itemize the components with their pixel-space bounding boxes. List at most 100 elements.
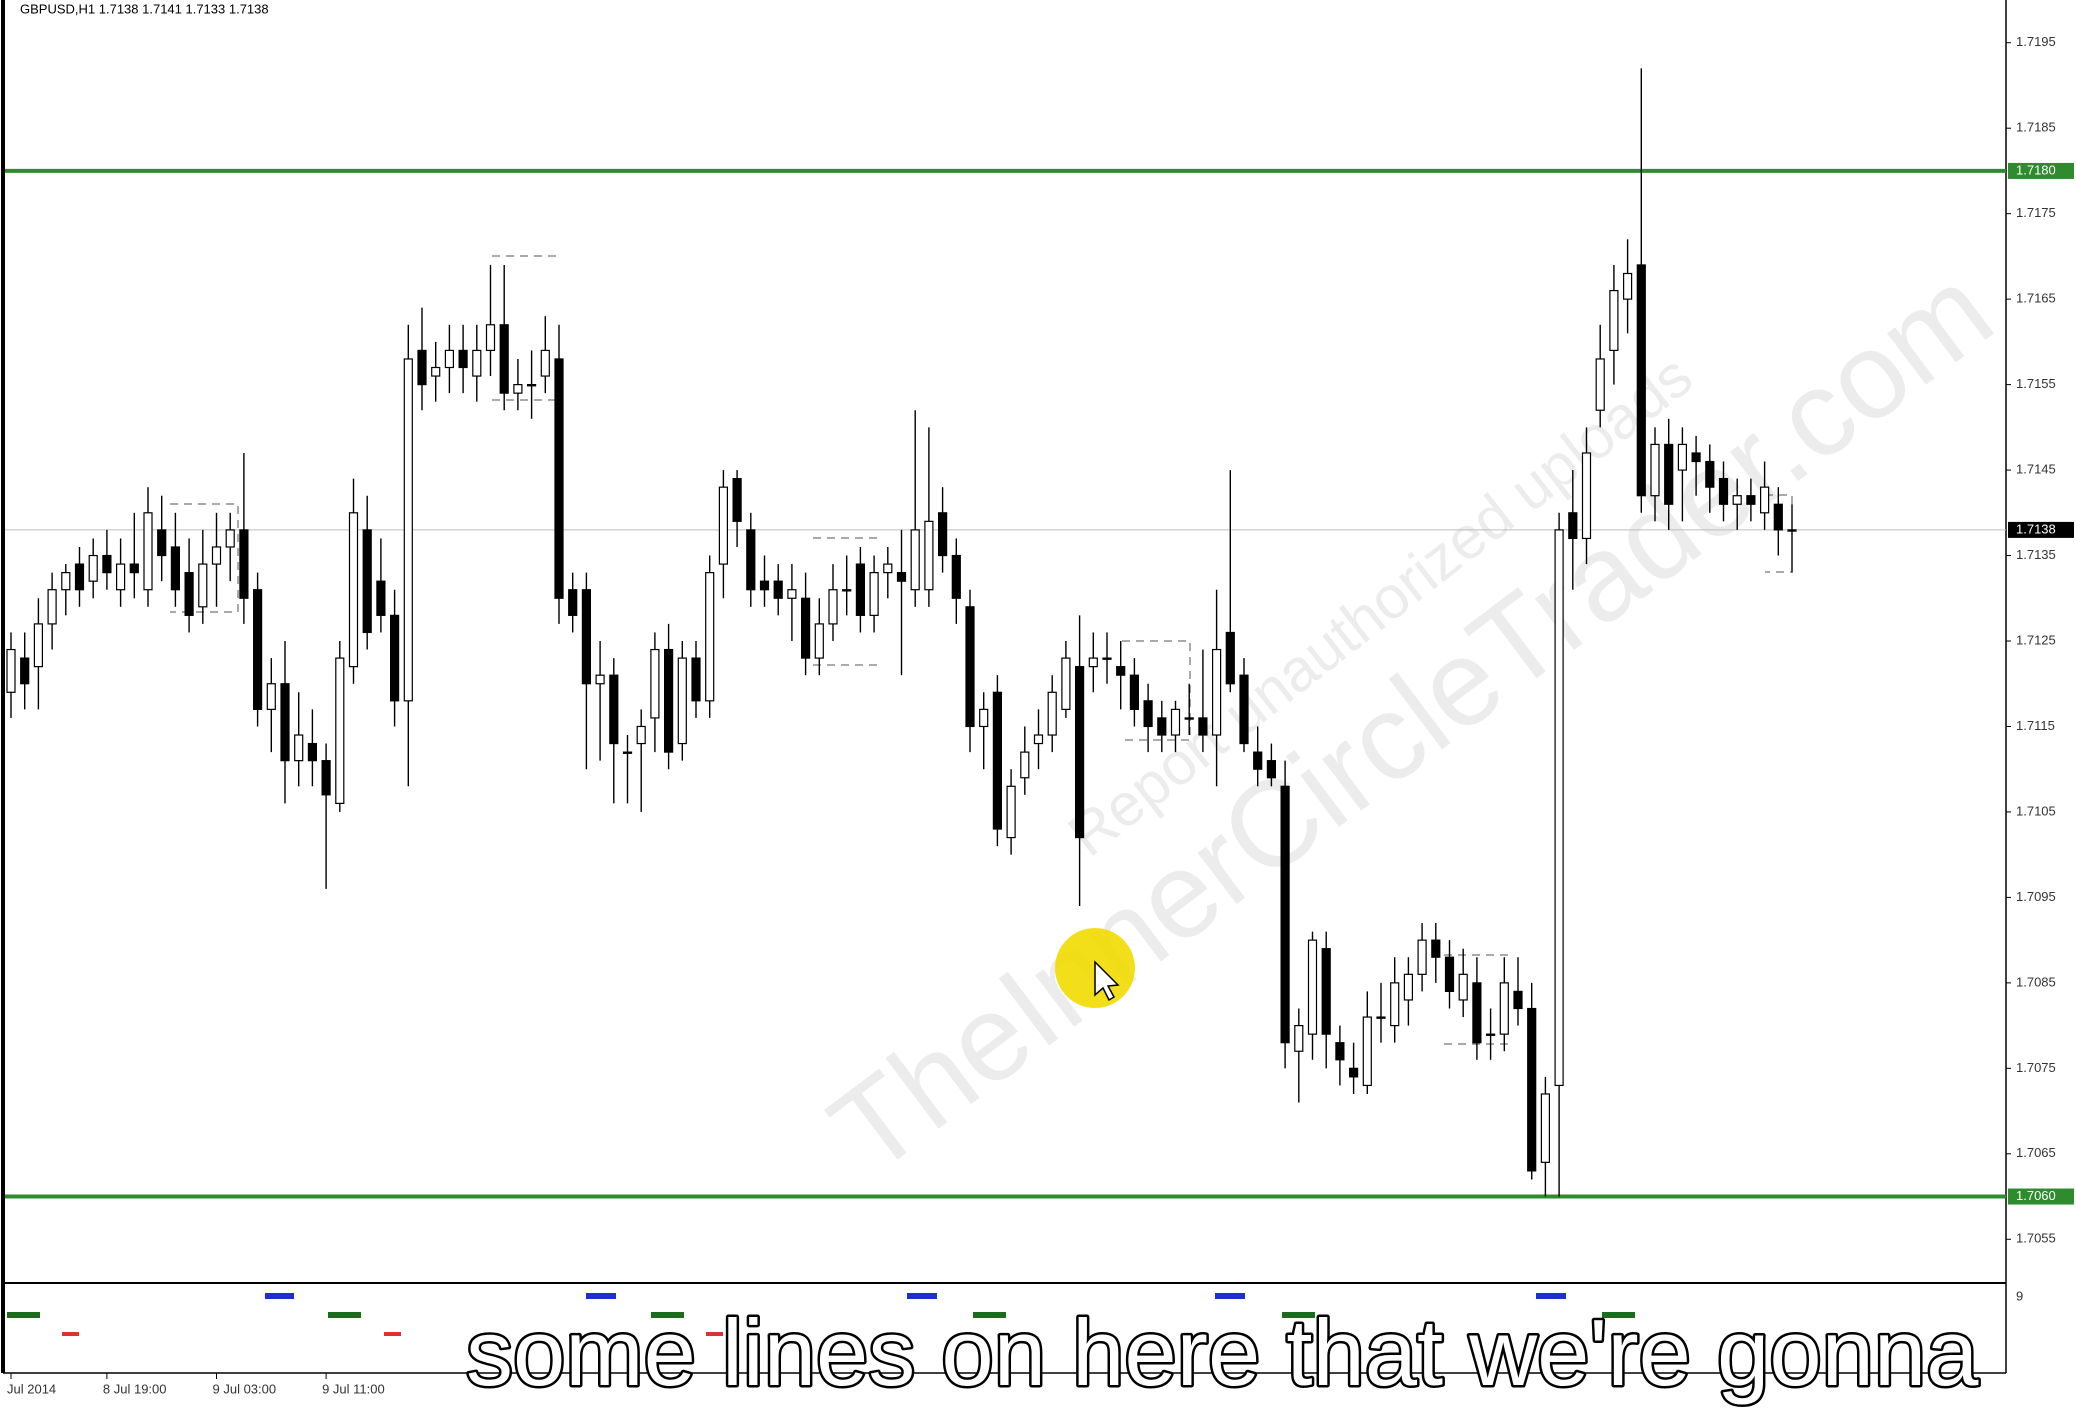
x-tick-label: 9 Jul 03:00 bbox=[213, 1381, 277, 1396]
candle-body bbox=[732, 478, 742, 522]
candle-body bbox=[1116, 666, 1126, 676]
candle-body bbox=[622, 751, 633, 754]
candle-body bbox=[540, 349, 550, 377]
candle-body bbox=[129, 563, 139, 574]
candle-body bbox=[979, 708, 989, 728]
y-tick-label: 1.7095 bbox=[2016, 889, 2056, 904]
candle-body bbox=[1499, 982, 1509, 1035]
candle-body bbox=[650, 648, 660, 719]
candle-body bbox=[663, 648, 674, 753]
y-tick-label: 1.7175 bbox=[2016, 205, 2056, 220]
candle-body bbox=[47, 589, 57, 625]
indicator-axis-label: 9 bbox=[2016, 1288, 2023, 1303]
candle-body bbox=[842, 589, 852, 592]
candle-body bbox=[992, 691, 1003, 830]
price-level-tag bbox=[2008, 162, 2074, 179]
candle-body bbox=[1554, 529, 1564, 1087]
candle-body bbox=[1650, 443, 1660, 497]
candle-body bbox=[1348, 1067, 1359, 1078]
candle-body bbox=[458, 349, 468, 369]
candle-body bbox=[1458, 973, 1468, 1001]
candle-body bbox=[1129, 674, 1140, 710]
candle-body bbox=[1417, 939, 1427, 975]
plot: 1.7055 1.7065 1.7075 1.7085 1.7095 1.7105 1.71… bbox=[5, 34, 2074, 1396]
candle-body bbox=[1376, 1016, 1386, 1019]
candle-body bbox=[869, 572, 879, 616]
candle-body bbox=[1705, 460, 1715, 488]
candle-body bbox=[1061, 657, 1071, 710]
y-tick-label: 1.7105 bbox=[2016, 803, 2056, 818]
price-level-label: 1.7138 bbox=[2016, 521, 2056, 536]
candle-body bbox=[1307, 939, 1318, 1035]
candle-body bbox=[636, 725, 646, 745]
candle-body bbox=[1006, 785, 1016, 839]
candle-body bbox=[1266, 760, 1277, 779]
candle-body bbox=[1595, 358, 1605, 411]
candle-body bbox=[800, 597, 811, 659]
candle-body bbox=[1622, 272, 1633, 300]
candle-body bbox=[828, 589, 838, 625]
candle-body bbox=[1170, 708, 1181, 736]
candle-body bbox=[1513, 990, 1523, 1010]
candle-body bbox=[211, 546, 222, 565]
candle-body bbox=[568, 589, 578, 616]
candle-body bbox=[595, 674, 605, 685]
candle-body bbox=[1444, 956, 1455, 993]
x-tick-label: 8 Jul 19:00 bbox=[103, 1381, 167, 1396]
candle-body bbox=[1253, 751, 1263, 770]
candle-body bbox=[1020, 751, 1030, 779]
y-tick-label: 1.7075 bbox=[2016, 1060, 2056, 1075]
candle-body bbox=[691, 657, 701, 702]
y-tick-label: 1.7055 bbox=[2016, 1231, 2056, 1246]
candle-body bbox=[1773, 503, 1783, 531]
candle-body bbox=[239, 529, 249, 599]
x-tick-label: Jul 2014 bbox=[7, 1381, 56, 1396]
y-tick-label: 1.7165 bbox=[2016, 291, 2056, 306]
candle-body bbox=[253, 589, 263, 710]
candle-body bbox=[896, 572, 907, 582]
candle-body bbox=[1102, 657, 1112, 660]
range-box bbox=[170, 503, 239, 613]
candle-body bbox=[1568, 512, 1578, 540]
price-level-label: 1.7180 bbox=[2016, 162, 2056, 177]
candle-body bbox=[1198, 717, 1208, 736]
candle-body bbox=[1527, 1007, 1537, 1172]
candle-body bbox=[1759, 486, 1770, 514]
candle-body bbox=[143, 512, 153, 591]
candle-body bbox=[1485, 1033, 1496, 1036]
range-boxes bbox=[170, 255, 1793, 1045]
candle-body bbox=[773, 580, 783, 599]
chart-header: GBPUSD,H1 1.7138 1.7141 1.7133 1.7138 bbox=[20, 1, 269, 16]
candle-body bbox=[1088, 657, 1098, 668]
candle-body bbox=[280, 683, 290, 762]
candle-body bbox=[472, 349, 482, 377]
candle-body bbox=[376, 580, 386, 616]
candle-body bbox=[184, 572, 194, 616]
candle-body bbox=[266, 683, 276, 710]
candle-body bbox=[1718, 478, 1729, 505]
candle-body bbox=[307, 742, 317, 762]
candle-body bbox=[6, 648, 16, 693]
mouse-cursor bbox=[1094, 960, 1120, 1002]
candle-body bbox=[1732, 495, 1742, 505]
candle-body bbox=[431, 366, 441, 377]
candle-body bbox=[924, 520, 934, 591]
candle-body bbox=[1143, 700, 1153, 728]
candle-body bbox=[1074, 666, 1085, 839]
candle-body bbox=[883, 563, 893, 574]
candle-body bbox=[33, 623, 44, 668]
candle-body bbox=[294, 734, 304, 762]
candle-body bbox=[1184, 717, 1194, 720]
candle-body bbox=[61, 572, 71, 591]
candle-body bbox=[965, 606, 975, 728]
candle-body bbox=[951, 554, 961, 599]
candle-body bbox=[1609, 289, 1619, 352]
price-level-tag bbox=[2008, 1188, 2074, 1205]
candle-body bbox=[1677, 443, 1688, 471]
range-box bbox=[1765, 494, 1793, 573]
candle-body bbox=[1294, 1024, 1304, 1052]
candle-body bbox=[1239, 674, 1249, 745]
candle-body bbox=[513, 384, 523, 394]
